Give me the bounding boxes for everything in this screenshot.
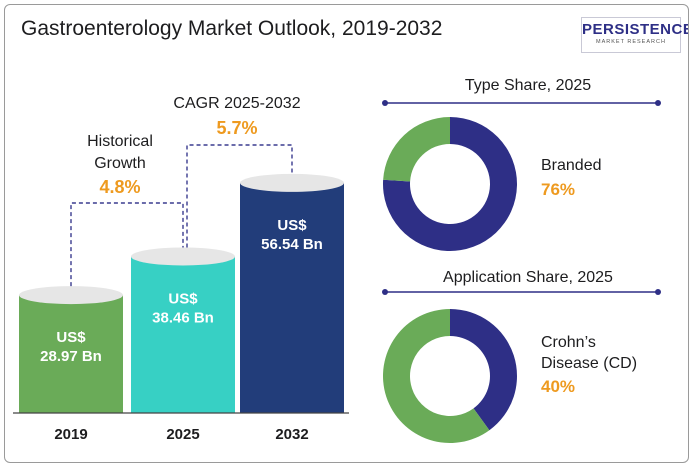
type-share-legend-line: Branded <box>541 157 602 174</box>
bar-top-2032 <box>240 173 344 192</box>
application-share-divider-dot-right <box>655 289 661 295</box>
infographic-frame: Gastroenterology Market Outlook, 2019-20… <box>4 4 689 463</box>
annotation-historical-line-1: Historical <box>87 133 153 150</box>
type-share-slice-other <box>383 117 450 182</box>
type-share-legend-value: 76% <box>541 180 576 199</box>
annotation-historical-line-2: Growth <box>94 155 146 172</box>
application-share-title: Application Share, 2025 <box>443 269 613 286</box>
application-share-legend-line-1: Crohn’s <box>541 334 596 351</box>
type-share-divider-dot-right <box>655 100 661 106</box>
chart-canvas: US$ 28.97 Bn 2019 US$ 38.46 Bn 2025 US$ 56.54 B… <box>13 95 661 444</box>
bar-value-amount-2032: 56.54 Bn <box>261 236 323 253</box>
x-tick-label-2032: 2032 <box>275 426 308 443</box>
application-share-legend-value: 40% <box>541 377 576 396</box>
application-share-legend-line-2: Disease (CD) <box>541 355 638 372</box>
bar-2019 <box>19 295 123 413</box>
logo-subtitle: MARKET RESEARCH <box>596 39 666 45</box>
x-tick-label-2019: 2019 <box>54 426 87 443</box>
annotation-cagr-value: 5.7% <box>216 118 257 138</box>
bar-2032 <box>240 182 344 413</box>
application-share-divider-dot-left <box>382 289 388 295</box>
type-share-divider-dot-left <box>382 100 388 106</box>
page-title: Gastroenterology Market Outlook, 2019-20… <box>21 17 443 40</box>
bar-value-currency-2025: US$ <box>168 290 198 307</box>
bar-value-currency-2032: US$ <box>277 217 307 234</box>
bar-value-amount-2025: 38.46 Bn <box>152 309 214 326</box>
bar-value-currency-2019: US$ <box>56 329 86 346</box>
application-share-slice-highlight <box>450 309 517 431</box>
bar-top-2025 <box>131 247 235 266</box>
type-share-legend-label: Branded <box>541 155 602 176</box>
logo-wordmark: PERSISTENCE <box>582 21 689 38</box>
application-share-legend-label: Crohn’s Disease (CD) <box>541 332 637 374</box>
bar-value-amount-2019: 28.97 Bn <box>40 348 102 365</box>
brand-logo: PERSISTENCE MARKET RESEARCH <box>581 17 689 53</box>
application-share-slice-other <box>383 309 490 444</box>
type-share-slice-highlight <box>383 117 517 251</box>
annotation-historical-value: 4.8% <box>99 177 140 197</box>
growth-connector-cagr <box>186 144 293 248</box>
annotation-cagr-label: CAGR 2025-2032 <box>173 95 300 112</box>
type-share-title: Type Share, 2025 <box>464 77 592 94</box>
growth-connector-historical <box>70 202 184 287</box>
bar-top-2019 <box>19 286 123 305</box>
bar-2025 <box>131 256 235 413</box>
x-tick-label-2025: 2025 <box>166 426 199 443</box>
